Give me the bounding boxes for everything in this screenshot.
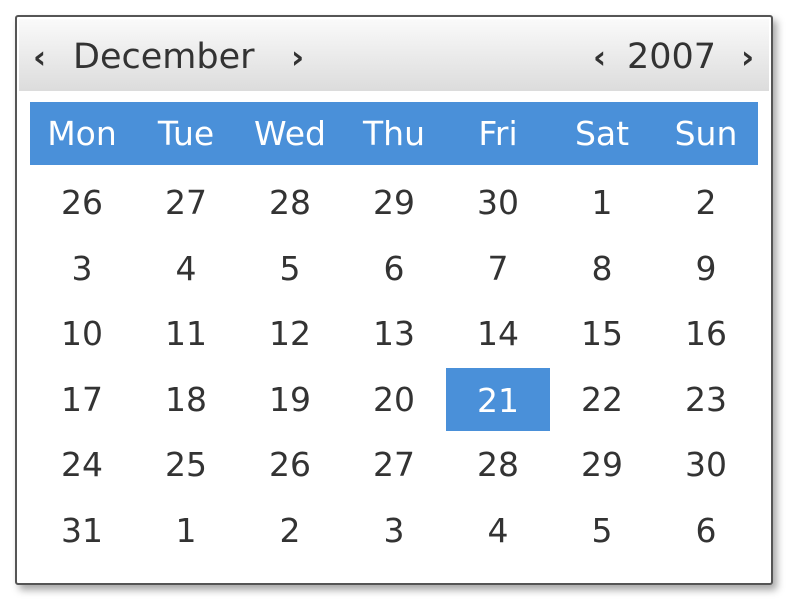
year-label: 2007: [627, 37, 717, 77]
day-cell[interactable]: 10: [61, 314, 103, 353]
day-grid: 26 27 28 29 30 1 2 3 4 5 6 7 8 9 10 11 12 13 14 15 16 17 18 19 2…: [30, 170, 758, 563]
day-cell[interactable]: 27: [165, 183, 207, 222]
day-cell[interactable]: 30: [685, 445, 727, 484]
day-cell[interactable]: 7: [487, 248, 509, 288]
weekday-wed: Wed: [254, 114, 326, 153]
calendar-header: ‹ December › ‹ 2007 ›: [19, 19, 769, 91]
week-row: 10 11 12 13 14 15 16: [30, 301, 758, 367]
day-cell[interactable]: 26: [61, 183, 103, 222]
next-month-button[interactable]: ›: [291, 38, 305, 76]
day-cell[interactable]: 19: [269, 379, 311, 419]
day-cell[interactable]: 29: [373, 183, 415, 222]
day-cell[interactable]: 27: [373, 445, 415, 484]
day-cell[interactable]: 24: [61, 445, 103, 484]
day-cell[interactable]: 23: [685, 379, 727, 419]
day-cell[interactable]: 22: [581, 379, 623, 419]
day-cell[interactable]: 31: [61, 510, 103, 550]
week-row: 17 18 19 20 21 22 23: [30, 367, 758, 433]
day-cell[interactable]: 1: [175, 510, 197, 550]
day-cell[interactable]: 2: [695, 183, 717, 222]
day-cell[interactable]: 29: [581, 445, 623, 484]
next-year-button[interactable]: ›: [741, 38, 755, 76]
weekday-tue: Tue: [157, 114, 215, 153]
day-cell[interactable]: 5: [279, 248, 301, 288]
day-cell[interactable]: 28: [477, 445, 519, 484]
day-cell[interactable]: 8: [591, 248, 613, 288]
day-cell[interactable]: 4: [487, 510, 509, 550]
week-row: 24 25 26 27 28 29 30: [30, 432, 758, 498]
day-cell[interactable]: 9: [695, 248, 717, 288]
weekday-thu: Thu: [363, 114, 425, 153]
day-cell[interactable]: 18: [165, 379, 207, 419]
day-cell[interactable]: 30: [477, 183, 519, 222]
week-row: 31 1 2 3 4 5 6: [30, 498, 758, 564]
day-cell[interactable]: 17: [61, 379, 103, 419]
weekday-sun: Sun: [674, 114, 738, 153]
weekday-header: Mon Tue Wed Thu Fri Sat Sun: [30, 102, 758, 165]
day-cell[interactable]: 5: [591, 510, 613, 550]
prev-year-button[interactable]: ‹: [593, 38, 607, 76]
selected-day-cell[interactable]: 21: [446, 367, 550, 431]
week-row: 3 4 5 6 7 8 9: [30, 236, 758, 302]
day-cell[interactable]: 3: [71, 248, 93, 288]
day-cell[interactable]: 6: [383, 248, 405, 288]
calendar-widget: ‹ December › ‹ 2007 › Mon Tue Wed Thu Fri Sat…: [15, 15, 773, 585]
week-row: 26 27 28 29 30 1 2: [30, 170, 758, 236]
day-cell[interactable]: 25: [165, 445, 207, 484]
weekday-mon: Mon: [47, 114, 117, 153]
day-cell[interactable]: 20: [373, 379, 415, 419]
day-cell[interactable]: 14: [477, 314, 519, 353]
day-cell[interactable]: 4: [175, 248, 197, 288]
day-cell[interactable]: 16: [685, 314, 727, 353]
day-cell[interactable]: 11: [165, 314, 207, 353]
weekday-fri: Fri: [478, 114, 518, 153]
day-cell[interactable]: 3: [383, 510, 405, 550]
day-cell[interactable]: 6: [695, 510, 717, 550]
month-label: December: [73, 37, 255, 77]
weekday-sat: Sat: [574, 114, 630, 153]
day-cell[interactable]: 15: [581, 314, 623, 353]
day-cell[interactable]: 1: [591, 183, 613, 222]
day-cell[interactable]: 2: [279, 510, 301, 550]
prev-month-button[interactable]: ‹: [33, 38, 47, 76]
day-cell[interactable]: 13: [373, 314, 415, 353]
day-cell[interactable]: 28: [269, 183, 311, 222]
day-cell[interactable]: 12: [269, 314, 311, 353]
day-cell[interactable]: 26: [269, 445, 311, 484]
